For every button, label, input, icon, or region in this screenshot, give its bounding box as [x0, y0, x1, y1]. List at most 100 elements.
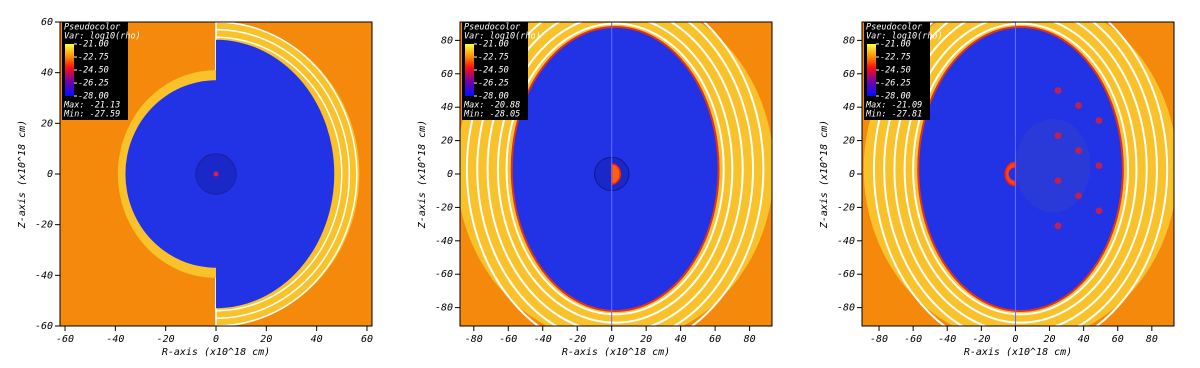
min-text: Min: -27.59 — [63, 110, 120, 120]
colorbar-label: -28.00 — [478, 92, 509, 102]
y-tick-label: 40 — [441, 102, 453, 113]
x-tick-label: 20 — [1044, 334, 1056, 345]
region — [216, 39, 335, 309]
region — [912, 22, 1129, 316]
region — [1095, 207, 1103, 215]
colorbar-label: -22.75 — [880, 53, 911, 63]
y-tick-label: -40 — [837, 236, 855, 247]
colorbar — [465, 44, 474, 96]
y-axis-title: Z-axis (x10^18 cm) — [17, 120, 28, 229]
colorbar-label: -22.75 — [478, 53, 509, 63]
region — [465, 22, 765, 326]
y-tick-label: 0 — [849, 169, 855, 180]
region — [1015, 118, 1091, 213]
region — [1054, 177, 1062, 185]
region — [213, 171, 219, 177]
region — [496, 22, 734, 324]
colorbar-label: -28.00 — [880, 92, 911, 102]
legend-title: Pseudocolor — [866, 23, 923, 33]
x-tick-label: -60 — [904, 334, 922, 345]
y-tick-label: -20 — [837, 202, 855, 213]
colorbar-label: -26.25 — [478, 79, 509, 89]
x-tick-label: -20 — [157, 334, 175, 345]
legend-variable: Var: log10(rho) — [866, 32, 943, 42]
region — [1095, 117, 1103, 124]
plot-image — [60, 22, 372, 326]
region — [1054, 132, 1062, 139]
x-tick-label: 0 — [1012, 334, 1018, 345]
x-tick-label: -60 — [56, 334, 74, 345]
colorbar — [65, 44, 74, 96]
colorbar-label: -21.00 — [880, 40, 911, 50]
region — [1008, 167, 1016, 181]
y-tick-label: 0 — [47, 169, 53, 180]
y-tick-label: -60 — [837, 269, 855, 280]
region — [476, 22, 754, 326]
x-tick-label: 0 — [213, 334, 219, 345]
region — [903, 22, 1138, 324]
x-tick-label: 40 — [1078, 334, 1090, 345]
y-tick-label: 40 — [843, 102, 855, 113]
colorbar-label: -21.00 — [78, 40, 109, 50]
x-tick-label: -40 — [938, 334, 956, 345]
y-tick-label: -60 — [435, 269, 453, 280]
y-tick-label: -20 — [35, 220, 53, 231]
x-tick-label: 80 — [1146, 334, 1158, 345]
legend-variable: Var: log10(rho) — [64, 32, 141, 42]
y-tick-label: -80 — [435, 303, 453, 314]
min-text: Min: -28.05 — [463, 110, 520, 120]
y-axis-title: Z-axis (x10^18 cm) — [819, 120, 830, 229]
region — [610, 163, 622, 185]
region — [893, 22, 1148, 326]
region — [883, 22, 1158, 326]
x-tick-label: 60 — [1112, 334, 1124, 345]
y-tick-label: 0 — [447, 169, 453, 180]
region — [1075, 102, 1082, 109]
plot-image — [862, 22, 1174, 326]
x-tick-label: -80 — [870, 334, 888, 345]
x-tick-label: -40 — [534, 334, 552, 345]
x-tick-label: 20 — [260, 334, 272, 345]
y-tick-label: 60 — [41, 17, 53, 28]
y-tick-label: 80 — [441, 35, 453, 46]
colorbar-label: -26.25 — [880, 79, 911, 89]
x-tick-label: 0 — [609, 334, 615, 345]
y-tick-label: 40 — [41, 68, 53, 79]
x-tick-label: 80 — [744, 334, 756, 345]
region — [872, 22, 1169, 326]
y-tick-label: -80 — [837, 303, 855, 314]
x-axis-title: R-axis (x10^18 cm) — [964, 347, 1072, 358]
x-tick-label: 40 — [675, 334, 687, 345]
y-tick-label: 20 — [441, 136, 453, 147]
y-tick-label: 60 — [843, 69, 855, 80]
y-tick-label: 60 — [441, 69, 453, 80]
colorbar-label: -24.50 — [478, 66, 509, 76]
max-text: Max: -21.13 — [63, 101, 120, 111]
x-tick-label: -40 — [106, 334, 124, 345]
region — [215, 22, 358, 326]
x-axis-title: R-axis (x10^18 cm) — [562, 347, 670, 358]
region — [1054, 87, 1062, 94]
legend-title: Pseudocolor — [64, 23, 121, 33]
y-axis-title: Z-axis (x10^18 cm) — [417, 120, 428, 229]
region — [1075, 147, 1082, 154]
x-tick-label: 40 — [311, 334, 323, 345]
y-tick-label: -20 — [435, 202, 453, 213]
y-tick-label: 20 — [843, 136, 855, 147]
region — [1054, 222, 1062, 230]
y-tick-label: -60 — [35, 321, 53, 332]
legend-title: Pseudocolor — [464, 23, 521, 33]
colorbar — [867, 44, 876, 96]
y-tick-label: 20 — [41, 118, 53, 129]
x-tick-label: 20 — [640, 334, 652, 345]
colorbar-label: -22.75 — [78, 53, 109, 63]
y-tick-label: -40 — [35, 270, 53, 281]
y-tick-label: -40 — [435, 236, 453, 247]
colorbar-label: -26.25 — [78, 79, 109, 89]
region — [215, 28, 351, 320]
region — [486, 22, 744, 326]
colorbar-label: -24.50 — [78, 66, 109, 76]
colorbar-label: -24.50 — [880, 66, 911, 76]
